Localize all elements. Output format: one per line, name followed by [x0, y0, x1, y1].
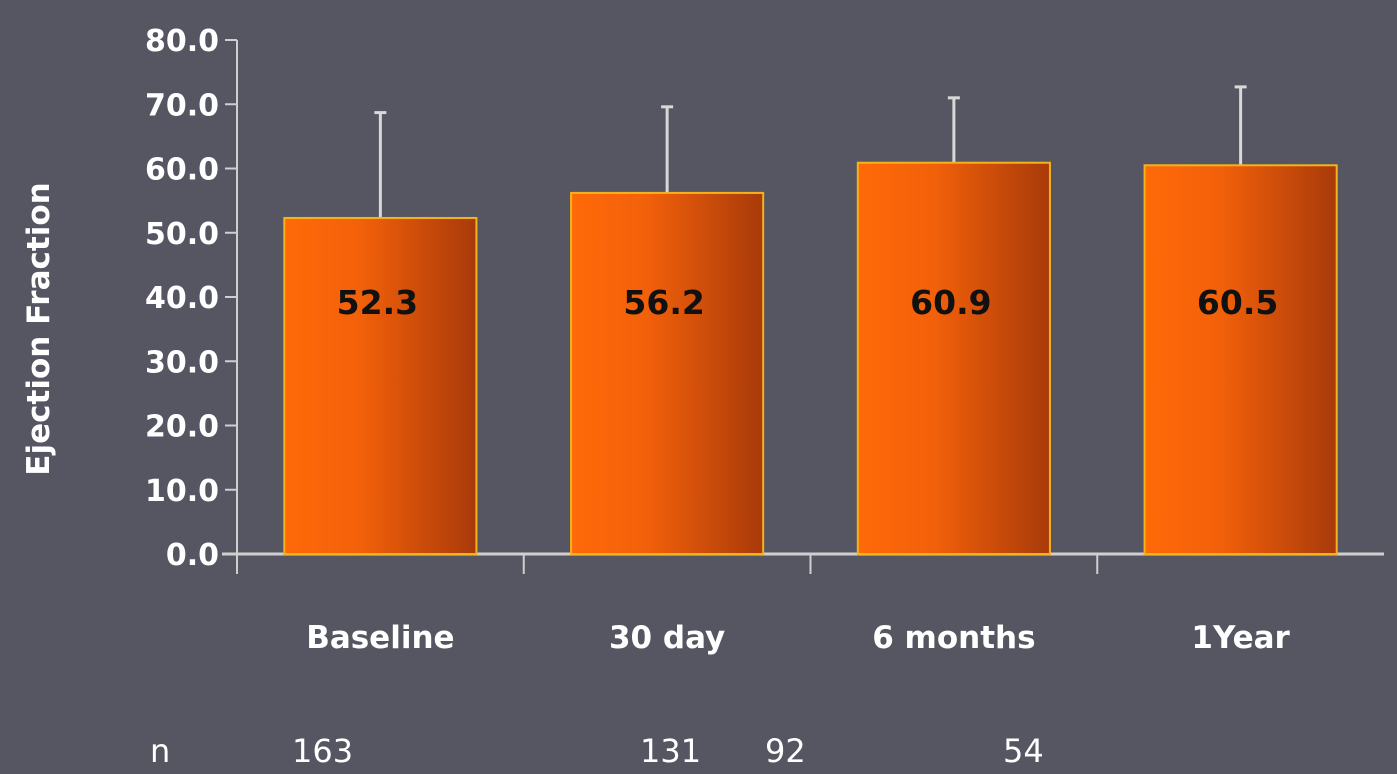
y-tick-label: 30.0 [145, 345, 219, 380]
bar [284, 218, 476, 554]
y-tick-label: 20.0 [145, 410, 219, 445]
n-value-baseline: 163 [292, 732, 353, 770]
y-tick-label: 80.0 [145, 24, 219, 59]
y-tick-label: 40.0 [145, 281, 219, 316]
y-tick-label: 10.0 [145, 474, 219, 509]
n-value-6-months: 92 [765, 732, 806, 770]
y-axis-label: Ejection Fraction [21, 182, 57, 475]
data-label: 52.3 [337, 283, 418, 322]
x-tick-label: Baseline [306, 620, 454, 656]
data-label: 60.5 [1197, 283, 1278, 322]
n-value-1-year: 54 [1003, 732, 1044, 770]
y-tick-label: 70.0 [145, 88, 219, 123]
bar [571, 193, 763, 554]
n-label: n [150, 732, 170, 770]
x-tick-label: 6 months [872, 620, 1035, 656]
bar [1145, 165, 1337, 554]
n-value-30-day: 131 [640, 732, 701, 770]
x-tick-label: 30 day [609, 620, 725, 656]
y-tick-label: 0.0 [166, 538, 219, 573]
data-label: 56.2 [623, 283, 704, 322]
y-tick-label: 60.0 [145, 153, 219, 188]
x-tick-label: 1Year [1191, 620, 1290, 656]
bar [858, 163, 1050, 554]
data-label: 60.9 [910, 283, 991, 322]
y-tick-label: 50.0 [145, 217, 219, 252]
